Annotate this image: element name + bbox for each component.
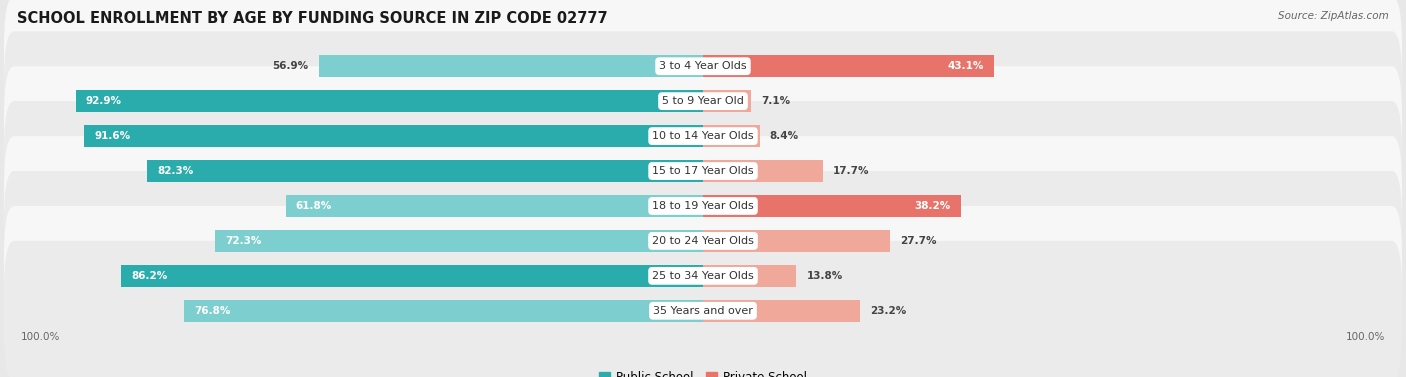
FancyBboxPatch shape xyxy=(4,0,1402,136)
Bar xyxy=(703,90,751,112)
Bar xyxy=(121,265,703,287)
Text: 61.8%: 61.8% xyxy=(295,201,332,211)
Text: 27.7%: 27.7% xyxy=(900,236,936,246)
Text: 13.8%: 13.8% xyxy=(807,271,842,281)
FancyBboxPatch shape xyxy=(4,31,1402,171)
Bar xyxy=(285,195,703,217)
FancyBboxPatch shape xyxy=(4,136,1402,276)
Text: 92.9%: 92.9% xyxy=(86,96,122,106)
Text: Source: ZipAtlas.com: Source: ZipAtlas.com xyxy=(1278,11,1389,21)
Bar xyxy=(215,230,703,252)
Text: 91.6%: 91.6% xyxy=(94,131,131,141)
FancyBboxPatch shape xyxy=(4,206,1402,346)
Bar xyxy=(319,55,703,77)
Text: 18 to 19 Year Olds: 18 to 19 Year Olds xyxy=(652,201,754,211)
Text: 43.1%: 43.1% xyxy=(948,61,984,71)
Bar xyxy=(703,55,994,77)
Bar xyxy=(703,125,759,147)
Bar xyxy=(84,125,703,147)
Text: 76.8%: 76.8% xyxy=(194,306,231,316)
Bar xyxy=(76,90,703,112)
Bar xyxy=(703,265,796,287)
Text: 5 to 9 Year Old: 5 to 9 Year Old xyxy=(662,96,744,106)
FancyBboxPatch shape xyxy=(4,66,1402,206)
Bar xyxy=(148,160,703,182)
Text: 23.2%: 23.2% xyxy=(870,306,905,316)
FancyBboxPatch shape xyxy=(4,241,1402,377)
Legend: Public School, Private School: Public School, Private School xyxy=(593,366,813,377)
Text: 82.3%: 82.3% xyxy=(157,166,194,176)
FancyBboxPatch shape xyxy=(4,101,1402,241)
FancyBboxPatch shape xyxy=(4,171,1402,311)
Bar xyxy=(703,300,859,322)
Text: 20 to 24 Year Olds: 20 to 24 Year Olds xyxy=(652,236,754,246)
Text: 35 Years and over: 35 Years and over xyxy=(652,306,754,316)
Text: 15 to 17 Year Olds: 15 to 17 Year Olds xyxy=(652,166,754,176)
Bar xyxy=(703,160,823,182)
Bar xyxy=(703,195,962,217)
Text: 72.3%: 72.3% xyxy=(225,236,262,246)
Text: 8.4%: 8.4% xyxy=(770,131,799,141)
Text: 17.7%: 17.7% xyxy=(832,166,869,176)
Text: 100.0%: 100.0% xyxy=(1346,333,1385,342)
Bar xyxy=(184,300,703,322)
Text: 100.0%: 100.0% xyxy=(21,333,60,342)
Text: SCHOOL ENROLLMENT BY AGE BY FUNDING SOURCE IN ZIP CODE 02777: SCHOOL ENROLLMENT BY AGE BY FUNDING SOUR… xyxy=(17,11,607,26)
Text: 56.9%: 56.9% xyxy=(273,61,308,71)
Text: 7.1%: 7.1% xyxy=(761,96,790,106)
Bar xyxy=(703,230,890,252)
Text: 25 to 34 Year Olds: 25 to 34 Year Olds xyxy=(652,271,754,281)
Text: 38.2%: 38.2% xyxy=(915,201,950,211)
Text: 86.2%: 86.2% xyxy=(131,271,167,281)
Text: 10 to 14 Year Olds: 10 to 14 Year Olds xyxy=(652,131,754,141)
Text: 3 to 4 Year Olds: 3 to 4 Year Olds xyxy=(659,61,747,71)
